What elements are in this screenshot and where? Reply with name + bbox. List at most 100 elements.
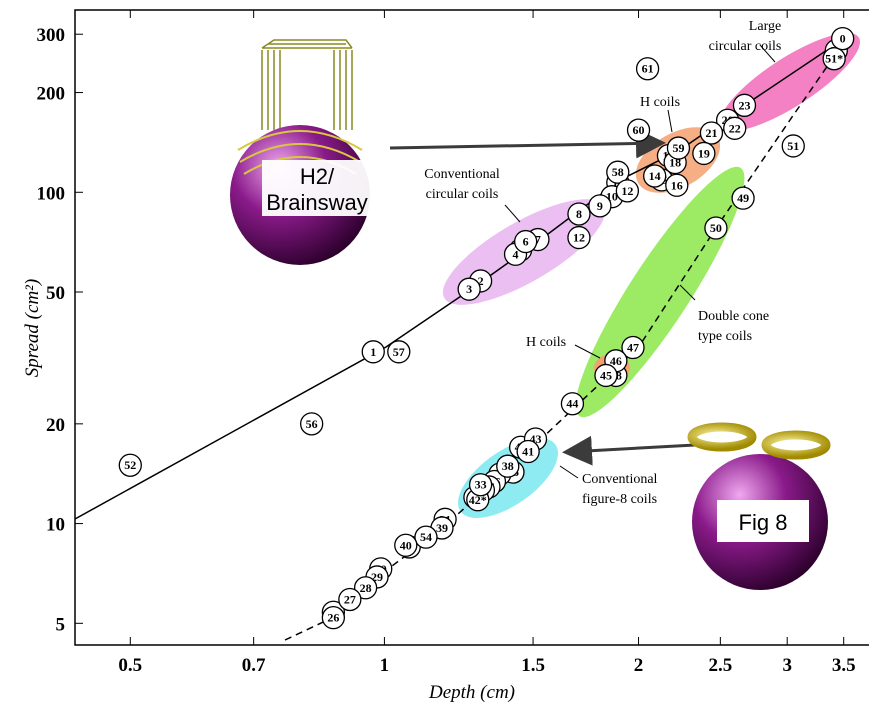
point-label: 27 [344, 592, 356, 606]
arrow [568, 445, 695, 452]
point: 9 [589, 195, 611, 217]
point-label: 50 [710, 221, 722, 235]
point-label: 14 [649, 169, 661, 183]
x-tick-label: 2.5 [708, 655, 732, 676]
x-axis-label: Depth (cm) [428, 682, 515, 703]
coil-image [766, 435, 826, 455]
point-label: 9 [597, 199, 603, 213]
point: 26 [322, 607, 344, 629]
point-label: 23 [738, 98, 750, 112]
arrow [390, 143, 660, 148]
y-tick-label: 200 [37, 84, 66, 105]
point: 60 [628, 119, 650, 141]
point: 8 [568, 203, 590, 225]
x-tick-label: 3 [782, 655, 792, 676]
point-label: 40 [400, 538, 412, 552]
point-label: 38 [502, 459, 514, 473]
annotation: H coils [526, 335, 566, 350]
point-label: 22 [729, 121, 741, 135]
annotation: circular coils [426, 187, 499, 202]
y-tick-label: 5 [56, 614, 66, 635]
point-label: 56 [306, 417, 318, 431]
point: 54 [415, 526, 437, 548]
point-label: 12 [621, 184, 633, 198]
y-tick-label: 100 [37, 183, 66, 204]
point: 59 [667, 137, 689, 159]
point: 49 [732, 187, 754, 209]
point-label: 21 [705, 126, 717, 140]
point: 50 [705, 217, 727, 239]
point: 57 [388, 341, 410, 363]
point: 51* [823, 48, 845, 70]
point: 12 [568, 227, 590, 249]
coil-image [692, 427, 752, 447]
point-label: 1 [370, 345, 376, 359]
annotation: Conventional [424, 167, 500, 182]
point: 56 [301, 413, 323, 435]
y-tick-label: 50 [46, 283, 65, 304]
point-label: 26 [327, 611, 339, 625]
point: 1 [362, 341, 384, 363]
coil-image [262, 40, 352, 130]
point-label: 59 [672, 141, 684, 155]
y-tick-label: 300 [37, 25, 66, 46]
annotation: Brainsway [266, 190, 367, 215]
point-label: 60 [633, 123, 645, 137]
point-label: 12 [573, 231, 585, 245]
x-tick-label: 3.5 [832, 655, 856, 676]
point: 3 [458, 278, 480, 300]
annotation: figure-8 coils [582, 492, 657, 507]
point-label: 52 [124, 458, 136, 472]
annotation: Double cone [698, 309, 769, 324]
annotation: type coils [698, 329, 752, 344]
x-tick-label: 0.7 [242, 655, 266, 676]
point-label: 54 [420, 530, 432, 544]
point: 16 [666, 174, 688, 196]
point: 23 [733, 94, 755, 116]
point-label: 28 [360, 581, 372, 595]
point: 38 [497, 455, 519, 477]
annotation: Fig 8 [739, 510, 788, 535]
leader [560, 466, 578, 478]
point-label: 51 [787, 139, 799, 153]
point: 33 [470, 474, 492, 496]
point-label: 41 [522, 445, 534, 459]
chart: Large circular coils H coils Conventiona… [0, 0, 869, 704]
point-label: 51* [825, 52, 843, 66]
point-label: 44 [566, 397, 578, 411]
point: 51 [782, 135, 804, 157]
point-label: 49 [737, 191, 749, 205]
point: 45 [595, 364, 617, 386]
point: 44 [561, 393, 583, 415]
annotation: circular coils [709, 39, 782, 54]
point-label: 3 [466, 282, 472, 296]
leader [668, 110, 672, 132]
point: 40 [395, 534, 417, 556]
point-label: 47 [627, 340, 639, 354]
point: 61 [637, 58, 659, 80]
point-label: 39 [436, 521, 448, 535]
point: 0 [832, 28, 854, 50]
x-tick-label: 0.5 [118, 655, 142, 676]
point: 27 [339, 588, 361, 610]
point: 19 [693, 142, 715, 164]
point-label: 58 [612, 165, 624, 179]
y-tick-label: 10 [46, 515, 65, 536]
point-label: 16 [671, 178, 683, 192]
point-label: 61 [642, 62, 654, 76]
point-label: 57 [393, 345, 405, 359]
point-label: 0 [840, 32, 846, 46]
annotation: H2/ [300, 164, 335, 189]
point: 6 [515, 231, 537, 253]
point-label: 33 [475, 478, 487, 492]
point: 22 [724, 117, 746, 139]
y-tick-label: 20 [46, 415, 65, 436]
point: 41 [517, 441, 539, 463]
annotation: H coils [640, 95, 680, 110]
point: 14 [644, 165, 666, 187]
leader [505, 205, 520, 222]
annotation: Conventional [582, 472, 658, 487]
annotation: Large [749, 19, 781, 34]
x-tick-label: 2 [634, 655, 644, 676]
x-tick-label: 1 [380, 655, 390, 676]
